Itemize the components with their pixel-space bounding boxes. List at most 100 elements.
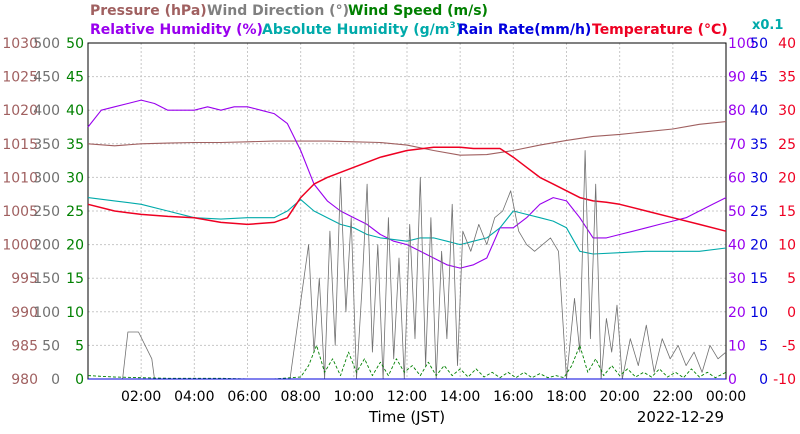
legend-temperature: Temperature (°C) bbox=[592, 22, 728, 38]
y-tick-label-relative-humidity: 50 bbox=[728, 204, 746, 220]
y-tick-label-wind-speed: 5 bbox=[75, 338, 84, 354]
y-tick-label-rain-rate: 0 bbox=[759, 372, 768, 388]
y-tick-label-pressure: 1030 bbox=[2, 36, 38, 52]
x-tick-label: 00:00 bbox=[706, 389, 746, 405]
y-tick-label-relative-humidity: 30 bbox=[728, 271, 746, 287]
y-tick-label-rain-rate: 40 bbox=[750, 103, 768, 119]
y-tick-label-relative-humidity: 40 bbox=[728, 238, 746, 254]
y-tick-label-rain-rate: 30 bbox=[750, 170, 768, 186]
legend: Pressure (hPa) Wind Direction (°) Wind S… bbox=[90, 3, 783, 38]
legend-absolute-humidity-scale: x0.1 bbox=[752, 18, 783, 33]
y-tick-label-pressure: 1020 bbox=[2, 103, 38, 119]
x-tick-label: 08:00 bbox=[280, 389, 320, 405]
y-tick-label-pressure: 1015 bbox=[2, 137, 38, 153]
y-tick-label-rain-rate: 45 bbox=[750, 70, 768, 86]
y-tick-label-temperature: 40 bbox=[778, 36, 796, 52]
y-tick-label-relative-humidity: 90 bbox=[728, 70, 746, 86]
y-tick-label-wind-direction: 50 bbox=[42, 338, 60, 354]
y-tick-label-relative-humidity: 10 bbox=[728, 338, 746, 354]
legend-wind-direction: Wind Direction (°) bbox=[207, 3, 349, 19]
series-lines bbox=[87, 99, 727, 380]
x-tick-label: 14:00 bbox=[440, 389, 480, 405]
legend-absolute-humidity-close: ) bbox=[456, 22, 462, 38]
y-tick-label-temperature: 30 bbox=[778, 103, 796, 119]
y-tick-label-relative-humidity: 80 bbox=[728, 103, 746, 119]
x-axis-tick-labels: 02:00 04:00 06:00 08:00 10:00 12:00 14:00 16:00… bbox=[121, 389, 746, 405]
x-tick-label: 02:00 bbox=[121, 389, 161, 405]
x-tick-label: 20:00 bbox=[599, 389, 639, 405]
y-tick-label-temperature: -10 bbox=[773, 372, 796, 388]
legend-absolute-humidity: Absolute Humidity (g/m3) bbox=[262, 21, 462, 38]
x-axis-label: Time (JST) bbox=[368, 408, 445, 426]
series-wind-direction bbox=[88, 150, 727, 380]
y-tick-label-wind-speed: 10 bbox=[66, 305, 84, 321]
y-tick-label-temperature: -5 bbox=[782, 338, 796, 354]
x-tick-label: 12:00 bbox=[387, 389, 427, 405]
y-tick-label-pressure: 1000 bbox=[2, 238, 38, 254]
y-tick-label-pressure: 995 bbox=[11, 271, 38, 287]
y-tick-label-temperature: 0 bbox=[787, 305, 796, 321]
legend-relative-humidity: Relative Humidity (%) bbox=[90, 22, 263, 38]
x-tick-label: 18:00 bbox=[546, 389, 586, 405]
x-tick-label: 10:00 bbox=[334, 389, 374, 405]
y-tick-label-rain-rate: 15 bbox=[750, 271, 768, 287]
y-tick-label-temperature: 35 bbox=[778, 70, 796, 86]
y-tick-label-wind-direction: 450 bbox=[33, 70, 60, 86]
y-tick-label-pressure: 990 bbox=[11, 305, 38, 321]
y-tick-label-pressure: 980 bbox=[11, 372, 38, 388]
y-tick-label-wind-speed: 30 bbox=[66, 170, 84, 186]
y-tick-label-relative-humidity: 60 bbox=[728, 170, 746, 186]
y-tick-label-pressure: 1010 bbox=[2, 170, 38, 186]
series-absolute-humidity-g-m-x bbox=[87, 197, 727, 255]
y-tick-label-temperature: 5 bbox=[787, 271, 796, 287]
y-tick-label-wind-speed: 15 bbox=[66, 271, 84, 287]
y-tick-label-pressure: 985 bbox=[11, 338, 38, 354]
y-tick-label-pressure: 1025 bbox=[2, 70, 38, 86]
y-tick-label-temperature: 20 bbox=[778, 170, 796, 186]
y-tick-label-relative-humidity: 70 bbox=[728, 137, 746, 153]
x-tick-label: 16:00 bbox=[493, 389, 533, 405]
x-tick-label: 22:00 bbox=[653, 389, 693, 405]
y-tick-label-temperature: 10 bbox=[778, 238, 796, 254]
y-tick-label-wind-direction: 0 bbox=[51, 372, 60, 388]
y-tick-label-wind-speed: 40 bbox=[66, 103, 84, 119]
series-temperature-c bbox=[87, 146, 727, 232]
y-tick-label-pressure: 1005 bbox=[2, 204, 38, 220]
y-tick-label-rain-rate: 35 bbox=[750, 137, 768, 153]
y-tick-label-relative-humidity: 20 bbox=[728, 305, 746, 321]
y-tick-label-rain-rate: 5 bbox=[759, 338, 768, 354]
legend-absolute-humidity-text: Absolute Humidity (g/m bbox=[262, 22, 449, 38]
y-tick-label-wind-direction: 200 bbox=[33, 238, 60, 254]
grid bbox=[88, 43, 726, 379]
y-tick-label-wind-speed: 20 bbox=[66, 238, 84, 254]
x-tick-label: 06:00 bbox=[227, 389, 267, 405]
y-tick-label-wind-direction: 350 bbox=[33, 137, 60, 153]
legend-rain-rate: Rain Rate(mm/h) bbox=[458, 22, 591, 38]
series-pressure-hpa bbox=[87, 121, 727, 156]
y-axis-tick-labels: 1030102510201015101010051000995990985980… bbox=[2, 36, 796, 388]
y-tick-label-rain-rate: 50 bbox=[750, 36, 768, 52]
y-tick-label-wind-speed: 35 bbox=[66, 137, 84, 153]
y-tick-label-wind-direction: 500 bbox=[33, 36, 60, 52]
y-tick-label-relative-humidity: 100 bbox=[728, 36, 755, 52]
legend-absolute-humidity-superscript: 3 bbox=[449, 21, 455, 31]
y-tick-label-temperature: 25 bbox=[778, 137, 796, 153]
y-tick-label-relative-humidity: 0 bbox=[728, 372, 737, 388]
y-tick-label-temperature: 15 bbox=[778, 204, 796, 220]
y-tick-label-rain-rate: 20 bbox=[750, 238, 768, 254]
y-tick-label-wind-direction: 150 bbox=[33, 271, 60, 287]
y-tick-label-wind-direction: 250 bbox=[33, 204, 60, 220]
y-tick-label-wind-speed: 0 bbox=[75, 372, 84, 388]
x-tick-label: 04:00 bbox=[174, 389, 214, 405]
y-tick-label-wind-direction: 100 bbox=[33, 305, 60, 321]
series-relative-humidity bbox=[87, 99, 727, 269]
y-tick-label-rain-rate: 10 bbox=[750, 305, 768, 321]
legend-pressure: Pressure (hPa) bbox=[90, 3, 207, 19]
y-tick-label-rain-rate: 25 bbox=[750, 204, 768, 220]
legend-wind-speed: Wind Speed (m/s) bbox=[348, 3, 488, 19]
y-tick-label-wind-speed: 50 bbox=[66, 36, 84, 52]
y-tick-label-wind-direction: 300 bbox=[33, 170, 60, 186]
y-tick-label-wind-direction: 400 bbox=[33, 103, 60, 119]
chart-date: 2022-12-29 bbox=[637, 408, 724, 426]
